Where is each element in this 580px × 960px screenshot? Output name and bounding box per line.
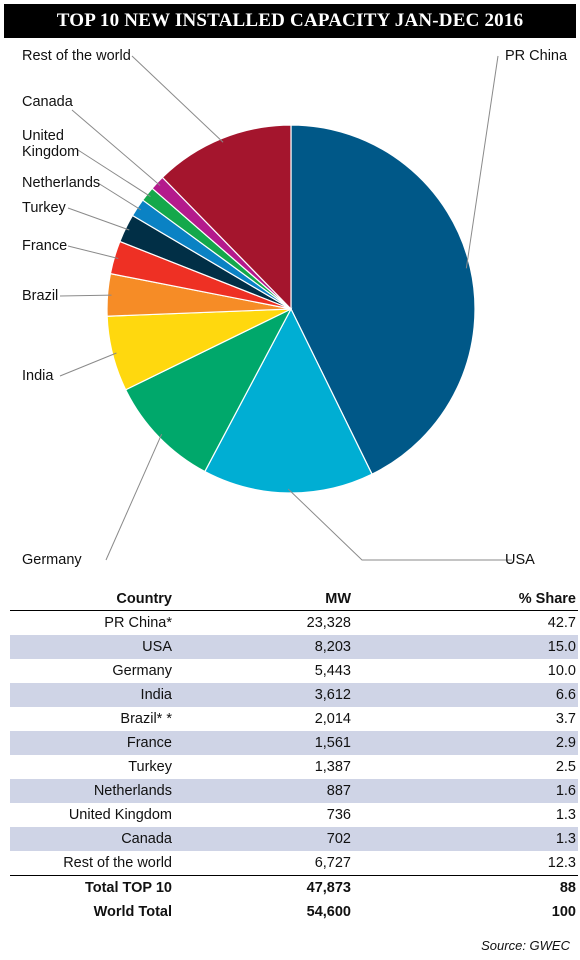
- leader-line: [59, 294, 112, 297]
- cell-share: 88: [353, 875, 578, 900]
- leader-line: [97, 182, 142, 211]
- header-share: % Share: [353, 588, 578, 611]
- table-row: Rest of the world 6,727 12.3: [10, 851, 578, 876]
- cell-mw: 2,014: [314, 711, 351, 727]
- leader-line: [59, 352, 117, 377]
- slice-label: United Kingdom: [22, 128, 79, 160]
- leader-line: [77, 149, 151, 198]
- cell-share: 2.9: [353, 731, 578, 755]
- cell-mw: 5,443: [314, 663, 351, 679]
- table-row: France 1,561 2.9: [10, 731, 578, 755]
- cell-share: 42.7: [547, 615, 576, 631]
- cell-mw: 736: [326, 807, 351, 823]
- cell-share: 15.0: [353, 635, 578, 659]
- slice-label: USA: [505, 552, 535, 568]
- slice-label: India: [22, 368, 54, 384]
- cell-country: United Kingdom: [68, 807, 172, 823]
- table-row: Turkey 1,387 2.5: [10, 755, 578, 779]
- leader-line: [465, 55, 499, 269]
- slice-label: Canada: [22, 94, 74, 110]
- cell-country: World Total: [93, 904, 172, 920]
- total-row: World Total 54,600 100: [10, 900, 578, 924]
- cell-mw: 23,328: [306, 615, 351, 631]
- total-row: Total TOP 10 47,873 88: [10, 875, 578, 900]
- table-row: Brazil* * 2,014 3.7: [10, 707, 578, 731]
- cell-country: Turkey: [128, 759, 172, 775]
- cell-share: 1.3: [353, 827, 578, 851]
- cell-mw: 887: [174, 779, 353, 803]
- cell-country: USA: [10, 635, 174, 659]
- slice-label: Turkey: [22, 200, 67, 216]
- header-mw: MW: [174, 588, 353, 611]
- slice-label: Germany: [22, 552, 82, 568]
- pie-slice: [124, 307, 293, 473]
- cell-share: 1.3: [555, 807, 576, 823]
- pie-chart: PR China USA Germany India Brazil France Turke…: [22, 48, 568, 568]
- slice-label: Netherlands: [22, 175, 100, 191]
- cell-share: 10.0: [547, 663, 576, 679]
- cell-country: Canada: [10, 827, 174, 851]
- slice-label: PR China: [505, 48, 568, 64]
- pie-slice: [161, 124, 292, 311]
- leader-line: [131, 55, 224, 143]
- cell-country: India: [10, 683, 174, 707]
- header-country: Country: [10, 588, 174, 611]
- cell-mw: 54,600: [306, 904, 351, 920]
- cell-mw: 47,873: [174, 875, 353, 900]
- table-row: United Kingdom 736 1.3: [10, 803, 578, 827]
- leader-line: [67, 207, 130, 231]
- cell-mw: 8,203: [174, 635, 353, 659]
- pie-slice: [290, 124, 476, 476]
- table-header-row: Country MW % Share: [10, 588, 578, 611]
- cell-mw: 1,561: [174, 731, 353, 755]
- slice-label: Rest of the world: [22, 48, 131, 64]
- table-row: USA 8,203 15.0: [10, 635, 578, 659]
- table-row: Germany 5,443 10.0: [10, 659, 578, 683]
- cell-share: 3.7: [555, 711, 576, 727]
- table-row: PR China* 23,328 42.7: [10, 611, 578, 636]
- capacity-table-container: Country MW % Share PR China* 23,328 42.7 US…: [10, 588, 578, 924]
- leader-line: [287, 488, 512, 561]
- table-row: Netherlands 887 1.6: [10, 779, 578, 803]
- table-row: Canada 702 1.3: [10, 827, 578, 851]
- cell-country: PR China*: [104, 615, 172, 631]
- cell-share: 12.3: [547, 855, 576, 871]
- leader-line: [71, 109, 161, 186]
- cell-share: 2.5: [555, 759, 576, 775]
- chart-title: TOP 10 NEW INSTALLED CAPACITY JAN-DEC 20…: [4, 4, 576, 38]
- cell-country: Rest of the world: [63, 855, 172, 871]
- cell-share: 1.6: [353, 779, 578, 803]
- cell-country: France: [10, 731, 174, 755]
- cell-mw: 702: [174, 827, 353, 851]
- capacity-table: Country MW % Share PR China* 23,328 42.7 US…: [10, 588, 578, 924]
- cell-mw: 3,612: [174, 683, 353, 707]
- cell-country: Germany: [112, 663, 172, 679]
- table-row: India 3,612 6.6: [10, 683, 578, 707]
- cell-mw: 1,387: [314, 759, 351, 775]
- cell-share: 100: [551, 904, 576, 920]
- leader-line: [105, 433, 163, 561]
- cell-country: Total TOP 10: [10, 875, 174, 900]
- source-note: Source: GWEC: [481, 938, 570, 953]
- pie-slice: [204, 307, 373, 494]
- cell-share: 6.6: [353, 683, 578, 707]
- cell-mw: 6,727: [314, 855, 351, 871]
- cell-country: Brazil* *: [120, 711, 172, 727]
- leader-line: [67, 245, 119, 259]
- slice-label: France: [22, 238, 67, 254]
- cell-country: Netherlands: [10, 779, 174, 803]
- slice-label: Brazil: [22, 288, 58, 304]
